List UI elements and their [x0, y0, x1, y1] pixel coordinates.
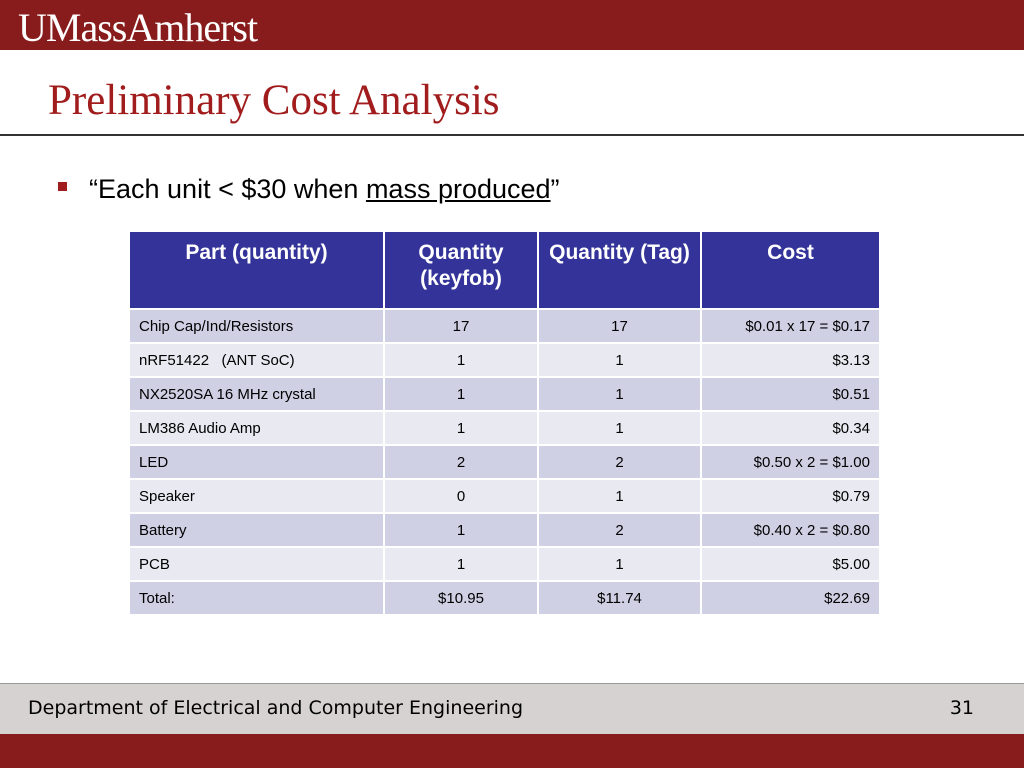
header-row: Part (quantity) Quantity (keyfob) Quantity… [128, 230, 881, 310]
column-header: Cost [700, 230, 881, 310]
table-cell: $11.74 [537, 580, 702, 616]
table-cell: 1 [383, 410, 539, 446]
table-cell: 0 [383, 478, 539, 514]
table-cell: $10.95 [383, 580, 539, 616]
title-rule [0, 134, 1024, 136]
table-cell: 2 [537, 444, 702, 480]
table-row: nRF51422 (ANT SoC) 1 1 $3.13 [128, 342, 881, 378]
table-cell: PCB [128, 546, 385, 582]
page-number: 31 [949, 697, 974, 719]
table-row: Chip Cap/Ind/Resistors 17 17 $0.01 x 17 = $… [128, 308, 881, 344]
column-header: Quantity (keyfob) [383, 230, 539, 310]
table-cell: Battery [128, 512, 385, 548]
table-cell: 1 [537, 376, 702, 412]
table-cell: $0.40 x 2 = $0.80 [700, 512, 881, 548]
footer-bar [0, 683, 1024, 734]
table-cell: NX2520SA 16 MHz crystal [128, 376, 385, 412]
table-cell: $0.50 x 2 = $1.00 [700, 444, 881, 480]
bullet-marker [58, 182, 67, 192]
table-cell: 1 [383, 342, 539, 378]
top-bar [0, 0, 1024, 50]
slide-title: Preliminary Cost Analysis [48, 77, 500, 124]
table-cell: 1 [537, 546, 702, 582]
table-cell: $0.01 x 17 = $0.17 [700, 308, 881, 344]
table-cell: 17 [537, 308, 702, 344]
table-cell: 1 [383, 546, 539, 582]
logo: UMassAmherst [18, 5, 258, 50]
bullet-underlined: mass produced [365, 174, 551, 204]
column-header: Part (quantity) [128, 230, 385, 310]
table-cell: Total: [128, 580, 385, 616]
table-cell: $0.51 [700, 376, 881, 412]
column-header: Quantity (Tag) [537, 230, 702, 310]
table-cell: $5.00 [700, 546, 881, 582]
table-cell: 1 [537, 478, 702, 514]
table-row: Battery 1 2 $0.40 x 2 = $0.80 [128, 512, 881, 548]
bullet-text: ” [550, 174, 560, 204]
table-cell: $3.13 [700, 342, 881, 378]
table-cell: 2 [383, 444, 539, 480]
table-cell: LM386 Audio Amp [128, 410, 385, 446]
table-row: Speaker 0 1 $0.79 [128, 478, 881, 514]
table-cell: 1 [537, 342, 702, 378]
bullet: “Each unit < $30 when mass produced” [58, 172, 560, 206]
bottom-bar [0, 734, 1024, 768]
table-cell: $22.69 [700, 580, 881, 616]
table-cell: LED [128, 444, 385, 480]
table-cell: 1 [383, 376, 539, 412]
table-cell: 2 [537, 512, 702, 548]
bullet-text: “Each unit < $30 when [89, 174, 366, 204]
table-cell: $0.79 [700, 478, 881, 514]
table-cell: $0.34 [700, 410, 881, 446]
table-body: Chip Cap/Ind/Resistors 17 17 $0.01 x 17 = $… [128, 308, 881, 616]
table-row: NX2520SA 16 MHz crystal 1 1 $0.51 [128, 376, 881, 412]
table-row: Total: $10.95 $11.74 $22.69 [128, 580, 881, 616]
footer-department: Department of Electrical and Computer En… [28, 697, 524, 719]
table-row: PCB 1 1 $5.00 [128, 546, 881, 582]
cost-table: Part (quantity) Quantity (keyfob) Quantity… [128, 230, 881, 616]
table-cell: Speaker [128, 478, 385, 514]
table-cell: nRF51422 (ANT SoC) [128, 342, 385, 378]
table-cell: 1 [383, 512, 539, 548]
table-cell: Chip Cap/Ind/Resistors [128, 308, 385, 344]
table-cell: 17 [383, 308, 539, 344]
table-row: LM386 Audio Amp 1 1 $0.34 [128, 410, 881, 446]
table-row: LED 2 2 $0.50 x 2 = $1.00 [128, 444, 881, 480]
table-cell: 1 [537, 410, 702, 446]
